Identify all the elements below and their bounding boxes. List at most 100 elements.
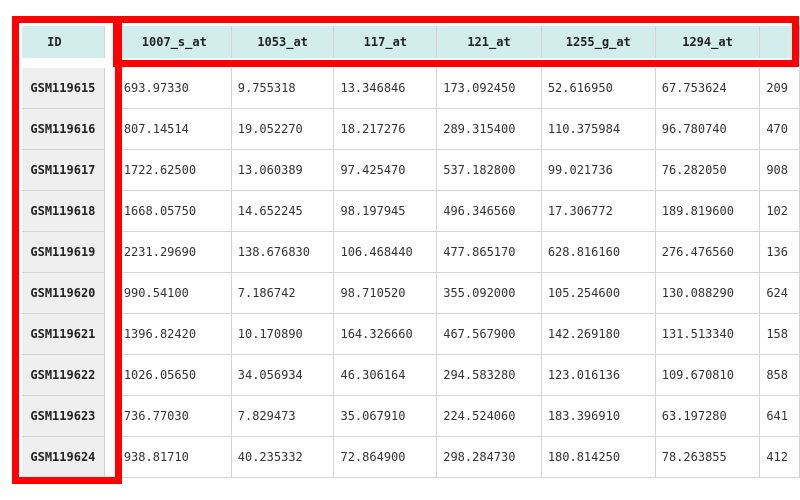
table-cell[interactable]: 13.346846 bbox=[334, 68, 438, 109]
table-cell[interactable]: 19.052270 bbox=[231, 109, 335, 150]
table-cell[interactable]: 131.513340 bbox=[655, 314, 761, 355]
column-header-id[interactable]: ID bbox=[22, 26, 105, 58]
row-id-cell[interactable]: GSM119621 bbox=[22, 314, 105, 355]
table-cell[interactable]: 35.067910 bbox=[334, 396, 438, 437]
table-cell[interactable]: 110.375984 bbox=[541, 109, 656, 150]
table-cell[interactable]: 13.060389 bbox=[231, 150, 335, 191]
table-cell[interactable]: 355.092000 bbox=[437, 273, 542, 314]
table-cell[interactable]: 1396.82420 bbox=[117, 314, 232, 355]
column-header[interactable]: 1255_g_at bbox=[541, 26, 656, 58]
table-cell[interactable]: 40.235332 bbox=[231, 437, 335, 478]
row-id-cell[interactable]: GSM119624 bbox=[22, 437, 105, 478]
table-cell[interactable]: 477.865170 bbox=[437, 232, 542, 273]
table-cell[interactable]: 736.77030 bbox=[117, 396, 232, 437]
table-cell[interactable]: 289.315400 bbox=[437, 109, 542, 150]
table-cell[interactable]: 7.829473 bbox=[231, 396, 335, 437]
table-cell[interactable]: 189.819600 bbox=[655, 191, 761, 232]
table-cell[interactable]: 76.282050 bbox=[655, 150, 761, 191]
column-header[interactable]: 1007_s_at bbox=[117, 26, 232, 58]
column-header[interactable]: 1053_at bbox=[231, 26, 335, 58]
table-cell[interactable]: 276.476560 bbox=[655, 232, 761, 273]
row-id-cell[interactable]: GSM119620 bbox=[22, 273, 105, 314]
table-cell[interactable]: 693.97330 bbox=[117, 68, 232, 109]
table-row[interactable]: GSM119623 736.77030 7.829473 35.067910 224.5… bbox=[22, 396, 800, 437]
table-cell[interactable]: 990.54100 bbox=[117, 273, 232, 314]
table-cell[interactable]: 10.170890 bbox=[231, 314, 335, 355]
table-cell[interactable]: 938.81710 bbox=[117, 437, 232, 478]
table-cell[interactable]: 1026.05650 bbox=[117, 355, 232, 396]
column-header[interactable] bbox=[760, 26, 800, 58]
table-cell[interactable]: 98.710520 bbox=[334, 273, 438, 314]
row-id-cell[interactable]: GSM119618 bbox=[22, 191, 105, 232]
table-cell[interactable]: 52.616950 bbox=[541, 68, 656, 109]
table-row[interactable]: GSM119619 2231.29690 138.676830 106.468440 4… bbox=[22, 232, 800, 273]
table-cell[interactable]: 183.396910 bbox=[541, 396, 656, 437]
table-cell[interactable]: 1668.05750 bbox=[117, 191, 232, 232]
table-cell[interactable]: 537.182800 bbox=[437, 150, 542, 191]
table-cell[interactable]: 67.753624 bbox=[655, 68, 761, 109]
table-cell[interactable]: 18.217276 bbox=[334, 109, 438, 150]
table-cell[interactable]: 164.326660 bbox=[334, 314, 438, 355]
table-cell[interactable]: 224.524060 bbox=[437, 396, 542, 437]
table-cell[interactable]: 99.021736 bbox=[541, 150, 656, 191]
table-cell[interactable]: 106.468440 bbox=[334, 232, 438, 273]
table-cell[interactable]: 624 bbox=[760, 273, 800, 314]
column-header[interactable]: 117_at bbox=[334, 26, 438, 58]
table-row[interactable]: GSM119615 693.97330 9.755318 13.346846 173.0… bbox=[22, 68, 800, 109]
table-row[interactable]: GSM119622 1026.05650 34.056934 46.306164 294… bbox=[22, 355, 800, 396]
column-gap bbox=[104, 150, 118, 191]
table-cell[interactable]: 180.814250 bbox=[541, 437, 656, 478]
table-cell[interactable]: 72.864900 bbox=[334, 437, 438, 478]
table-cell[interactable]: 173.092450 bbox=[437, 68, 542, 109]
table-cell[interactable]: 105.254600 bbox=[541, 273, 656, 314]
table-cell[interactable]: 294.583280 bbox=[437, 355, 542, 396]
table-row[interactable]: GSM119624 938.81710 40.235332 72.864900 298.… bbox=[22, 437, 800, 478]
table-cell[interactable]: 807.14514 bbox=[117, 109, 232, 150]
table-row[interactable]: GSM119616 807.14514 19.052270 18.217276 289.… bbox=[22, 109, 800, 150]
table-cell[interactable]: 628.816160 bbox=[541, 232, 656, 273]
row-id-cell[interactable]: GSM119619 bbox=[22, 232, 105, 273]
header-spacer bbox=[231, 58, 335, 68]
table-cell[interactable]: 496.346560 bbox=[437, 191, 542, 232]
table-cell[interactable]: 641 bbox=[760, 396, 800, 437]
column-header[interactable]: 1294_at bbox=[655, 26, 761, 58]
table-cell[interactable]: 412 bbox=[760, 437, 800, 478]
table-cell[interactable]: 130.088290 bbox=[655, 273, 761, 314]
table-cell[interactable]: 96.780740 bbox=[655, 109, 761, 150]
row-id-cell[interactable]: GSM119623 bbox=[22, 396, 105, 437]
table-cell[interactable]: 109.670810 bbox=[655, 355, 761, 396]
column-header[interactable]: 121_at bbox=[437, 26, 542, 58]
table-cell[interactable]: 142.269180 bbox=[541, 314, 656, 355]
table-cell[interactable]: 1722.62500 bbox=[117, 150, 232, 191]
table-cell[interactable]: 123.016136 bbox=[541, 355, 656, 396]
table-cell[interactable]: 908 bbox=[760, 150, 800, 191]
table-cell[interactable]: 14.652245 bbox=[231, 191, 335, 232]
row-id-cell[interactable]: GSM119615 bbox=[22, 68, 105, 109]
table-cell[interactable]: 97.425470 bbox=[334, 150, 438, 191]
table-row[interactable]: GSM119618 1668.05750 14.652245 98.197945 496… bbox=[22, 191, 800, 232]
table-cell[interactable]: 102 bbox=[760, 191, 800, 232]
table-cell[interactable]: 2231.29690 bbox=[117, 232, 232, 273]
table-cell[interactable]: 78.263855 bbox=[655, 437, 761, 478]
table-cell[interactable]: 158 bbox=[760, 314, 800, 355]
table-cell[interactable]: 98.197945 bbox=[334, 191, 438, 232]
row-id-cell[interactable]: GSM119622 bbox=[22, 355, 105, 396]
table-cell[interactable]: 63.197280 bbox=[655, 396, 761, 437]
table-cell[interactable]: 34.056934 bbox=[231, 355, 335, 396]
table-cell[interactable]: 46.306164 bbox=[334, 355, 438, 396]
table-row[interactable]: GSM119621 1396.82420 10.170890 164.326660 46… bbox=[22, 314, 800, 355]
table-cell[interactable]: 136 bbox=[760, 232, 800, 273]
row-id-cell[interactable]: GSM119617 bbox=[22, 150, 105, 191]
table-cell[interactable]: 209 bbox=[760, 68, 800, 109]
table-row[interactable]: GSM119617 1722.62500 13.060389 97.425470 537… bbox=[22, 150, 800, 191]
table-row[interactable]: GSM119620 990.54100 7.186742 98.710520 355.0… bbox=[22, 273, 800, 314]
table-cell[interactable]: 7.186742 bbox=[231, 273, 335, 314]
table-cell[interactable]: 470 bbox=[760, 109, 800, 150]
table-cell[interactable]: 298.284730 bbox=[437, 437, 542, 478]
row-id-cell[interactable]: GSM119616 bbox=[22, 109, 105, 150]
table-cell[interactable]: 467.567900 bbox=[437, 314, 542, 355]
table-cell[interactable]: 858 bbox=[760, 355, 800, 396]
table-cell[interactable]: 138.676830 bbox=[231, 232, 335, 273]
table-cell[interactable]: 9.755318 bbox=[231, 68, 335, 109]
table-cell[interactable]: 17.306772 bbox=[541, 191, 656, 232]
